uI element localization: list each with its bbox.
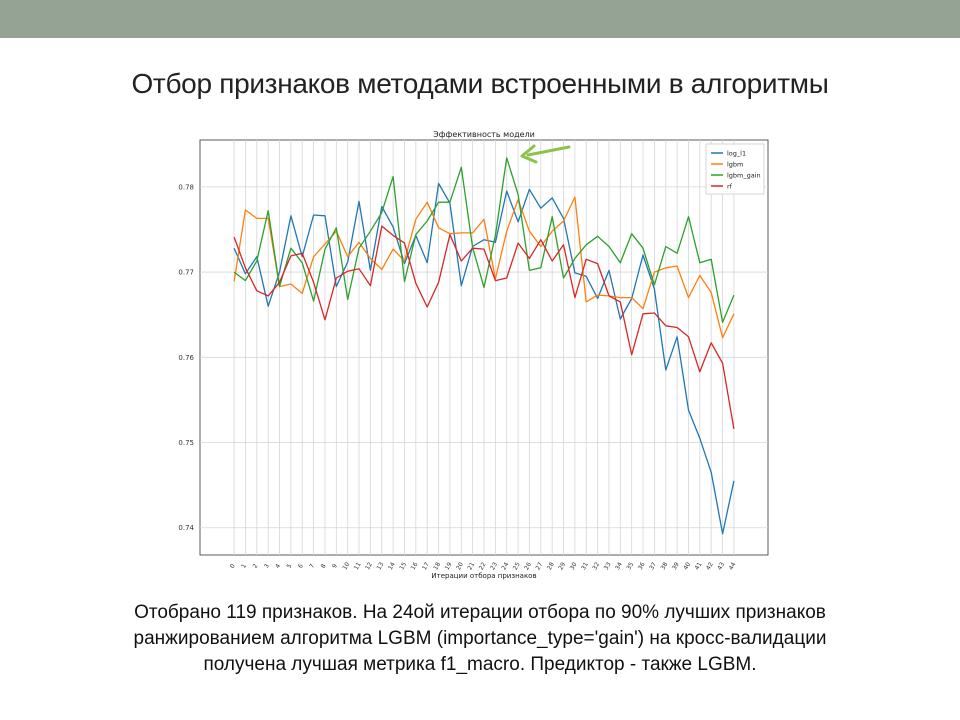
x-tick-label: 1 <box>240 563 248 570</box>
chart-svg: 0 1 2 3 4 5 6 7 8 9 10 11 12 13 14 15 16 17 18 19 20 21 22 23 24… <box>178 130 769 580</box>
caption-line-3: получена лучшая метрика f1_macro. Предик… <box>203 654 757 675</box>
x-tick-label: 29 <box>557 561 567 571</box>
x-tick-label: 37 <box>648 561 658 571</box>
x-tick-label: 31 <box>580 561 590 571</box>
x-tick-label: 6 <box>297 563 305 570</box>
x-tick-label: 3 <box>263 563 271 570</box>
x-tick-label: 17 <box>421 561 431 571</box>
x-tick-label: 8 <box>320 563 328 570</box>
x-tick-label: 15 <box>398 561 408 571</box>
x-tick-label: 12 <box>364 561 374 571</box>
x-tick-label: 41 <box>694 561 704 571</box>
x-tick-label: 23 <box>489 561 499 571</box>
x-tick-label: 21 <box>466 561 476 571</box>
x-tick-label: 19 <box>444 561 454 571</box>
x-tick-label: 36 <box>637 561 647 571</box>
series-lines <box>233 157 735 535</box>
y-tick-label: 0.78 <box>178 183 194 191</box>
arrow-head-icon <box>520 144 538 164</box>
x-tick-label: 30 <box>569 561 579 571</box>
x-tick-label: 40 <box>682 561 692 571</box>
legend-label: rf <box>727 182 733 190</box>
chart-title: Эффективность модели <box>433 130 535 139</box>
y-tick-label: 0.75 <box>178 439 194 447</box>
x-tick-label: 44 <box>728 561 738 571</box>
grid <box>200 140 768 555</box>
top-band <box>0 0 960 38</box>
x-tick-label: 0 <box>229 563 237 570</box>
x-tick-label: 20 <box>455 561 465 571</box>
x-tick-label: 14 <box>387 561 397 571</box>
x-tick-label: 16 <box>410 561 420 571</box>
x-axis-label: Итерации отбора признаков <box>431 572 536 580</box>
x-tick-label: 22 <box>478 561 488 571</box>
series-line-lgbm <box>233 196 735 339</box>
series-line-rf <box>233 225 735 430</box>
slide-title: Отбор признаков методами встроенными в а… <box>131 68 829 99</box>
x-tick-label: 18 <box>432 561 442 571</box>
x-tick-label: 7 <box>308 563 316 570</box>
x-tick-label: 28 <box>546 561 556 571</box>
x-tick-label: 39 <box>671 561 681 571</box>
legend-label: lgbm <box>727 160 743 168</box>
x-tick-label: 33 <box>603 561 613 571</box>
chart: 0 1 2 3 4 5 6 7 8 9 10 11 12 13 14 15 16 17 18 19 20 21 22 23 24… <box>160 125 780 585</box>
x-tick-label: 27 <box>535 561 545 571</box>
x-tick-label: 5 <box>286 563 294 570</box>
series-line-lgbm-gain <box>233 157 735 324</box>
x-tick-label: 26 <box>523 561 533 571</box>
x-tick-label: 25 <box>512 561 522 571</box>
x-tick-label: 13 <box>376 561 386 571</box>
x-tick-label: 34 <box>614 561 624 571</box>
legend-label: log_l1 <box>727 149 746 157</box>
x-tick-label: 10 <box>341 561 351 571</box>
caption-line-2: ранжированием алгоритма LGBM (importance… <box>133 628 827 649</box>
x-tick-label: 2 <box>252 563 260 570</box>
x-tick-label: 42 <box>705 561 715 571</box>
series-line-log-l1 <box>233 182 735 535</box>
caption-line-1: Отобрано 119 признаков. На 24ой итерации… <box>134 602 826 623</box>
x-tick-label: 38 <box>660 561 670 571</box>
x-tick-label: 9 <box>331 563 339 570</box>
x-tick-label: 4 <box>274 563 282 570</box>
x-tick-label: 43 <box>716 561 726 571</box>
x-tick-label: 11 <box>353 561 363 571</box>
x-tick-label: 32 <box>591 561 601 571</box>
x-tick-label: 24 <box>500 561 510 571</box>
tick-labels: 0 1 2 3 4 5 6 7 8 9 10 11 12 13 14 15 16 17 18 19 20 21 22 23 24… <box>178 183 737 571</box>
y-tick-label: 0.74 <box>178 524 194 532</box>
caption: Отобрано 119 признаков. На 24ой итерации… <box>40 600 920 678</box>
y-tick-label: 0.77 <box>178 269 194 277</box>
y-tick-label: 0.76 <box>178 354 194 362</box>
x-tick-label: 35 <box>625 561 635 571</box>
arrow-shaft <box>526 145 571 157</box>
arrow-annotation <box>520 144 571 164</box>
legend-label: lgbm_gain <box>727 171 761 179</box>
